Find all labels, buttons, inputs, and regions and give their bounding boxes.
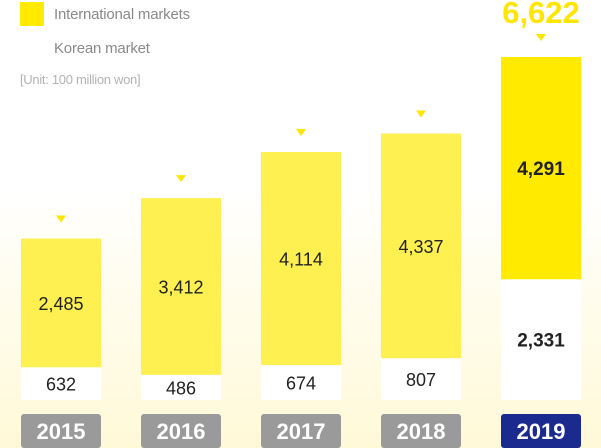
value-label-korean-2018: 807 — [406, 370, 436, 390]
bar-korean-2019 — [501, 279, 581, 400]
unit-label: [Unit: 100 million won] — [20, 72, 141, 87]
value-label-international-2016: 3,412 — [158, 277, 203, 297]
legend-international: International markets — [20, 2, 190, 26]
arrow-marker-2015 — [56, 215, 66, 223]
year-label-2018: 2018 — [397, 419, 446, 444]
legend-swatch-international — [20, 2, 44, 26]
year-label-2015: 2015 — [37, 419, 86, 444]
value-label-korean-2016: 486 — [166, 378, 196, 398]
value-label-korean-2015: 632 — [46, 375, 76, 395]
value-label-korean-2019: 2,331 — [517, 331, 565, 352]
legend-korean: Korean market — [20, 36, 150, 60]
bar-international-2015 — [21, 238, 101, 368]
value-label-international-2019: 4,291 — [517, 159, 565, 180]
arrow-marker-2018 — [416, 110, 426, 118]
year-badge-2016 — [141, 414, 221, 448]
year-badge-2015 — [21, 414, 101, 448]
value-label-korean-2017: 674 — [286, 374, 316, 394]
year-label-2017: 2017 — [277, 419, 326, 444]
value-label-international-2017: 4,114 — [279, 250, 323, 270]
bar-korean-2015 — [21, 367, 101, 400]
year-badge-2018 — [381, 414, 461, 448]
bar-korean-2016 — [141, 374, 221, 400]
bar-international-2019 — [501, 57, 581, 280]
arrow-marker-2017 — [296, 128, 306, 136]
legend-swatch-korean — [20, 36, 44, 60]
legend-label-korean: Korean market — [54, 39, 150, 57]
arrow-marker-2016 — [176, 175, 186, 183]
legend-label-international: International markets — [54, 5, 190, 23]
total-label-2019: 6,622 — [502, 0, 580, 30]
bar-international-2017 — [261, 151, 341, 366]
bar-international-2016 — [141, 198, 221, 375]
year-label-2016: 2016 — [157, 419, 206, 444]
year-label-2019: 2019 — [517, 419, 566, 444]
bar-international-2018 — [381, 133, 461, 359]
year-badge-2019 — [501, 414, 581, 448]
value-label-international-2015: 2,485 — [38, 294, 83, 314]
bar-korean-2018 — [381, 358, 461, 400]
value-label-international-2018: 4,337 — [398, 237, 443, 257]
year-badge-2017 — [261, 414, 341, 448]
arrow-marker-2019 — [536, 34, 546, 41]
bar-korean-2017 — [261, 365, 341, 400]
